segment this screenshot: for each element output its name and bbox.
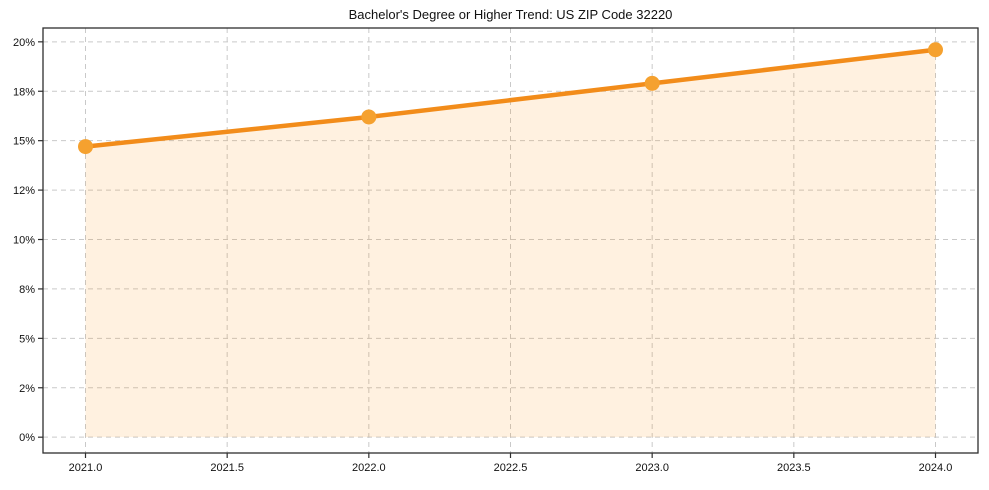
trend-line	[83, 47, 938, 149]
data-point-marker	[928, 42, 943, 58]
x-tick-label: 2023.5	[777, 462, 811, 474]
x-tick-label: 2022.0	[352, 462, 386, 474]
y-tick-label: 0%	[19, 432, 35, 444]
x-tick-label: 2021.0	[69, 462, 103, 474]
y-tick-label: 10%	[13, 235, 35, 247]
data-point-marker	[78, 139, 93, 155]
y-tick-label: 12%	[13, 185, 35, 197]
x-tick-label: 2023.0	[635, 462, 669, 474]
x-tick-label: 2022.5	[494, 462, 528, 474]
y-tick-label: 18%	[13, 86, 35, 98]
chart-title: Bachelor's Degree or Higher Trend: US ZI…	[348, 7, 673, 22]
y-tick-label: 15%	[13, 136, 35, 148]
area-fill	[85, 49, 936, 438]
data-point-marker	[361, 109, 377, 125]
y-tick-label: 5%	[19, 333, 35, 345]
data-point-marker	[644, 75, 660, 91]
y-tick-label: 20%	[13, 37, 35, 49]
y-tick-label: 8%	[19, 284, 35, 296]
x-tick-label: 2021.5	[210, 462, 244, 474]
x-tick-label: 2024.0	[919, 462, 953, 474]
y-tick-label: 2%	[19, 383, 35, 395]
